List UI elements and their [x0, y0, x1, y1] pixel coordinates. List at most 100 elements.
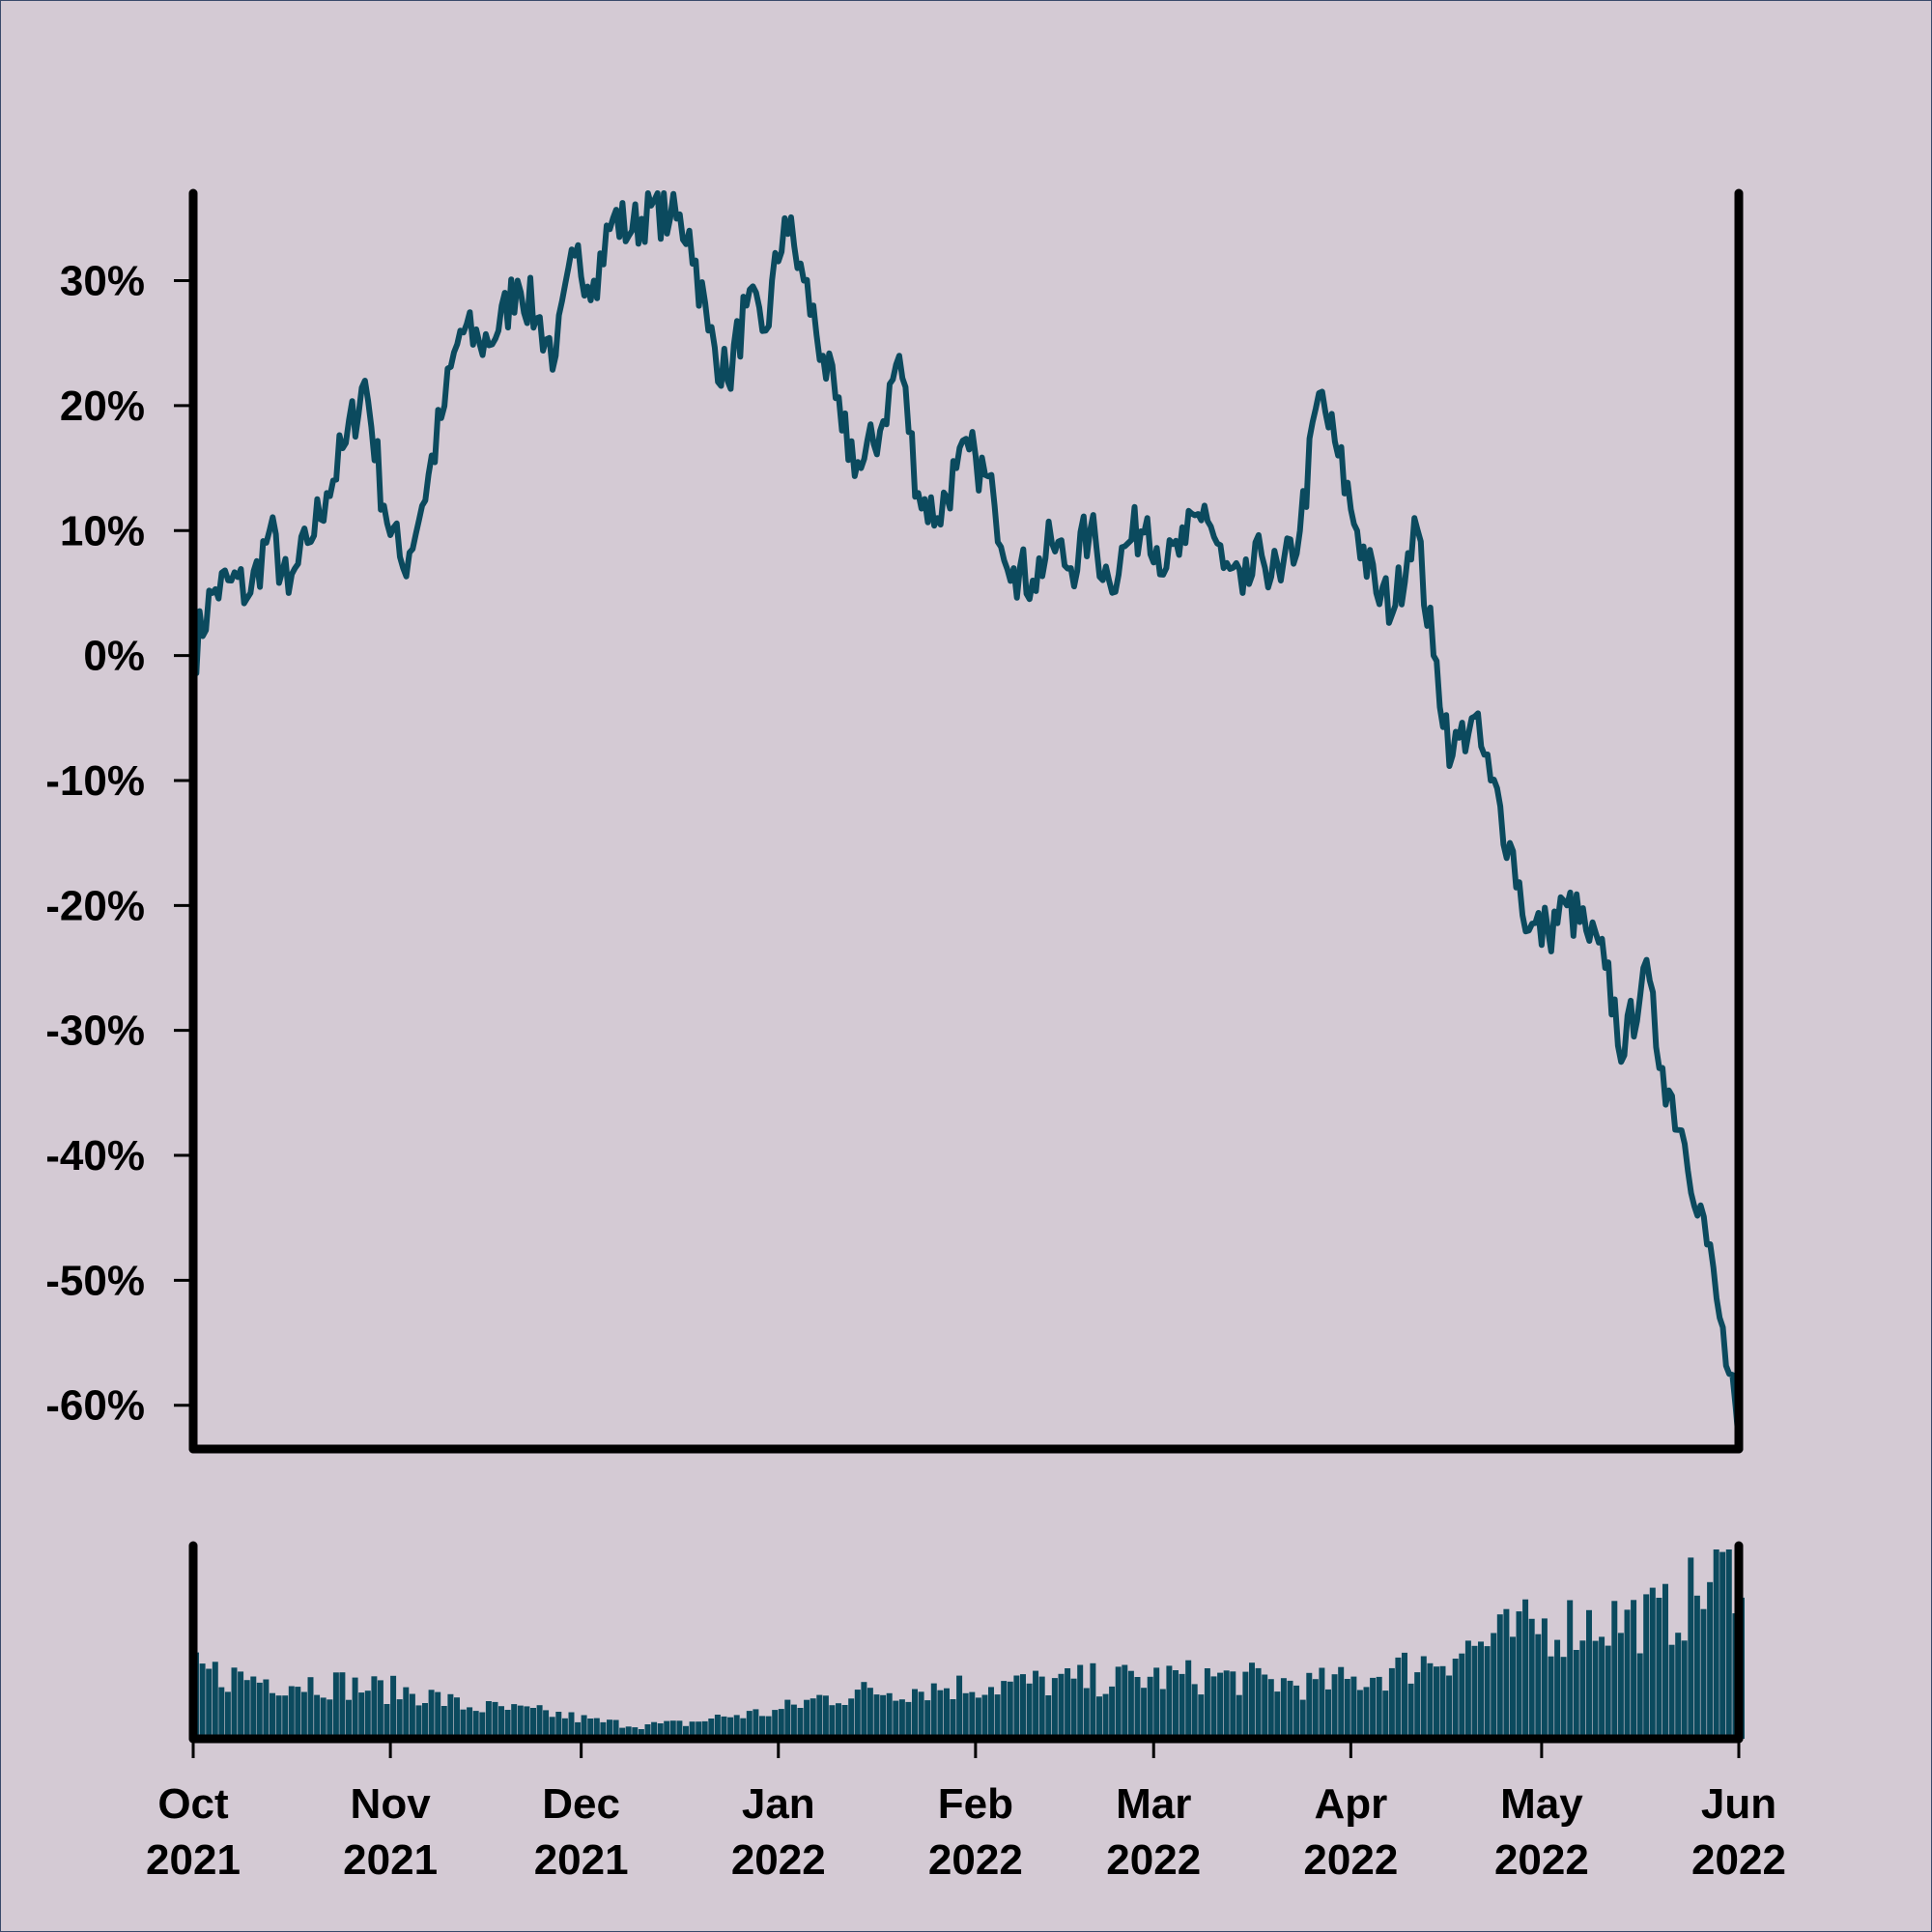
volume-bar	[873, 1694, 880, 1739]
volume-bar	[1319, 1667, 1325, 1739]
volume-bar	[549, 1717, 555, 1739]
volume-bar	[1223, 1670, 1230, 1739]
volume-bar	[1636, 1653, 1643, 1739]
volume-bar	[988, 1687, 994, 1739]
volume-bar	[358, 1692, 365, 1739]
volume-bar	[880, 1694, 887, 1739]
volume-bar	[1038, 1676, 1045, 1739]
volume-bar	[243, 1680, 250, 1739]
volume-bar	[854, 1690, 861, 1739]
price-change-line	[190, 190, 1742, 1443]
volume-bar	[396, 1699, 403, 1739]
volume-bar	[924, 1700, 931, 1739]
volume-bar	[1700, 1608, 1707, 1739]
volume-bar	[1198, 1694, 1205, 1739]
volume-bar	[511, 1704, 518, 1739]
volume-bar	[975, 1697, 981, 1739]
price-change-panel: -60% -50% -40% -30% -20% -10% 0% 10% 20% 30%	[45, 188, 1744, 1454]
volume-bar	[810, 1698, 816, 1739]
volume-bar	[638, 1729, 644, 1739]
volume-bar	[1051, 1678, 1058, 1739]
volume-bar	[1484, 1646, 1491, 1739]
volume-bar	[1141, 1688, 1148, 1739]
x-tick-label-year: 2022	[928, 1836, 1023, 1884]
volume-bar	[218, 1687, 225, 1739]
volume-bar	[307, 1677, 314, 1739]
volume-bar	[199, 1663, 206, 1739]
volume-bar	[1356, 1690, 1363, 1739]
volume-bar	[422, 1703, 428, 1739]
volume-bar	[944, 1688, 950, 1739]
volume-bar	[1382, 1690, 1389, 1739]
volume-bar	[1274, 1691, 1281, 1739]
volume-bar	[212, 1662, 218, 1739]
volume-bar	[1464, 1640, 1471, 1739]
volume-bars	[193, 1549, 1745, 1739]
volume-bar	[669, 1720, 676, 1739]
y-tick-label: -30%	[45, 1008, 145, 1055]
volume-bar	[1459, 1653, 1465, 1739]
volume-bar	[1528, 1618, 1535, 1739]
volume-bar	[1058, 1673, 1065, 1739]
volume-bar	[1719, 1551, 1726, 1739]
volume-bar	[772, 1710, 779, 1739]
volume-bar	[1293, 1685, 1300, 1739]
volume-bar	[440, 1706, 447, 1739]
volume-bar	[829, 1705, 836, 1739]
x-tick-label-year: 2022	[1691, 1836, 1786, 1884]
volume-bar	[816, 1694, 823, 1739]
volume-bar	[1617, 1633, 1624, 1739]
volume-bar	[492, 1701, 498, 1739]
volume-bar	[543, 1710, 550, 1739]
volume-bar	[1402, 1652, 1407, 1739]
volume-bar	[1414, 1672, 1421, 1739]
volume-bar	[327, 1699, 333, 1739]
volume-bar	[1725, 1549, 1732, 1739]
volume-panel: Oct 2021 Nov 2021 Dec 2021 Jan 2022 Feb 2022 Mar 20…	[146, 1541, 1786, 1884]
volume-bar	[1624, 1609, 1631, 1739]
x-tick-label-year: 2022	[1106, 1836, 1201, 1884]
y-axis-ticks: -60% -50% -40% -30% -20% -10% 0% 10% 20% 30%	[45, 258, 193, 1430]
volume-bar	[346, 1699, 352, 1739]
volume-bar	[790, 1704, 797, 1739]
volume-bar	[295, 1687, 301, 1739]
volume-bar	[1122, 1664, 1128, 1739]
x-tick-label-month: Dec	[542, 1780, 620, 1828]
volume-bar	[275, 1695, 282, 1739]
volume-bar	[1407, 1683, 1414, 1739]
volume-bar	[536, 1705, 543, 1739]
volume-bar	[1579, 1640, 1586, 1739]
volume-bar	[364, 1690, 371, 1739]
volume-bar	[1656, 1598, 1662, 1739]
volume-bar	[568, 1712, 575, 1739]
volume-bar	[288, 1686, 295, 1739]
volume-bar	[1070, 1678, 1077, 1739]
volume-bar	[555, 1712, 562, 1739]
volume-bar	[607, 1719, 612, 1739]
volume-bar	[1681, 1640, 1688, 1739]
volume-bar	[1535, 1634, 1542, 1739]
volume-bar	[1102, 1693, 1109, 1739]
volume-bar	[804, 1699, 810, 1739]
x-tick-label-month: Nov	[351, 1780, 432, 1828]
volume-bar	[962, 1692, 969, 1739]
volume-bar	[1077, 1664, 1084, 1739]
volume-bar	[1159, 1689, 1166, 1739]
volume-bar	[950, 1699, 956, 1739]
volume-bar	[1631, 1600, 1637, 1739]
volume-bar	[676, 1720, 683, 1739]
volume-bar	[1001, 1681, 1008, 1739]
volume-bar	[581, 1715, 587, 1739]
volume-bar	[664, 1720, 670, 1739]
volume-bar	[886, 1692, 893, 1739]
volume-bar	[1230, 1671, 1236, 1739]
volume-bar	[733, 1715, 740, 1739]
volume-bar	[1388, 1667, 1395, 1739]
volume-bar	[836, 1703, 841, 1739]
volume-bar	[339, 1672, 346, 1739]
volume-bar	[1350, 1676, 1357, 1739]
volume-bar	[1210, 1676, 1217, 1739]
volume-bar	[224, 1691, 231, 1739]
volume-bar	[778, 1709, 784, 1739]
volume-bar	[759, 1716, 765, 1739]
